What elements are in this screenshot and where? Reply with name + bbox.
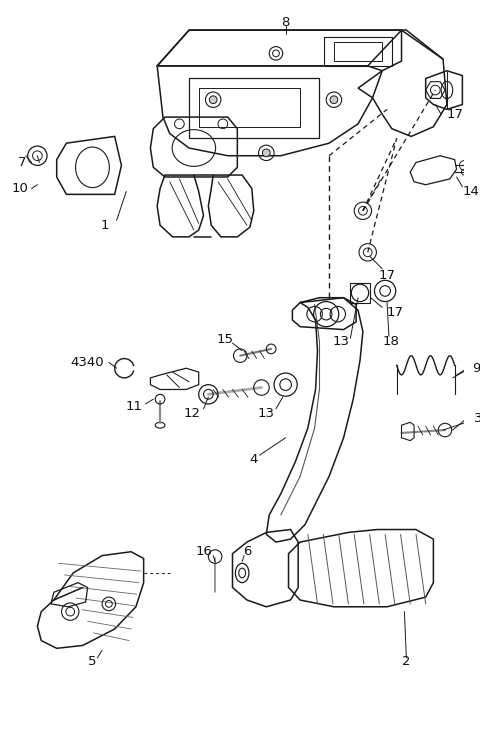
- Text: 9: 9: [472, 362, 480, 374]
- Text: 10: 10: [12, 182, 28, 195]
- Text: 6: 6: [243, 545, 251, 558]
- Text: 16: 16: [195, 545, 212, 558]
- Text: 18: 18: [383, 335, 399, 348]
- Text: 13: 13: [258, 407, 275, 420]
- Text: 4: 4: [250, 452, 258, 466]
- Text: 17: 17: [447, 108, 464, 121]
- Text: 4340: 4340: [71, 356, 105, 369]
- Text: 15: 15: [216, 333, 233, 346]
- Text: 2: 2: [402, 655, 410, 668]
- Circle shape: [209, 96, 217, 103]
- Text: 1: 1: [101, 219, 109, 231]
- Text: 7: 7: [18, 156, 26, 169]
- Text: 13: 13: [332, 335, 349, 348]
- Text: 3: 3: [474, 412, 480, 425]
- Circle shape: [263, 149, 270, 157]
- Text: 17: 17: [379, 269, 396, 282]
- Text: 11: 11: [125, 401, 143, 413]
- Text: 8: 8: [281, 16, 290, 29]
- Text: 17: 17: [386, 306, 403, 319]
- Circle shape: [330, 96, 338, 103]
- Text: 14: 14: [462, 185, 479, 198]
- Text: 5: 5: [88, 655, 96, 668]
- Text: 12: 12: [183, 407, 201, 420]
